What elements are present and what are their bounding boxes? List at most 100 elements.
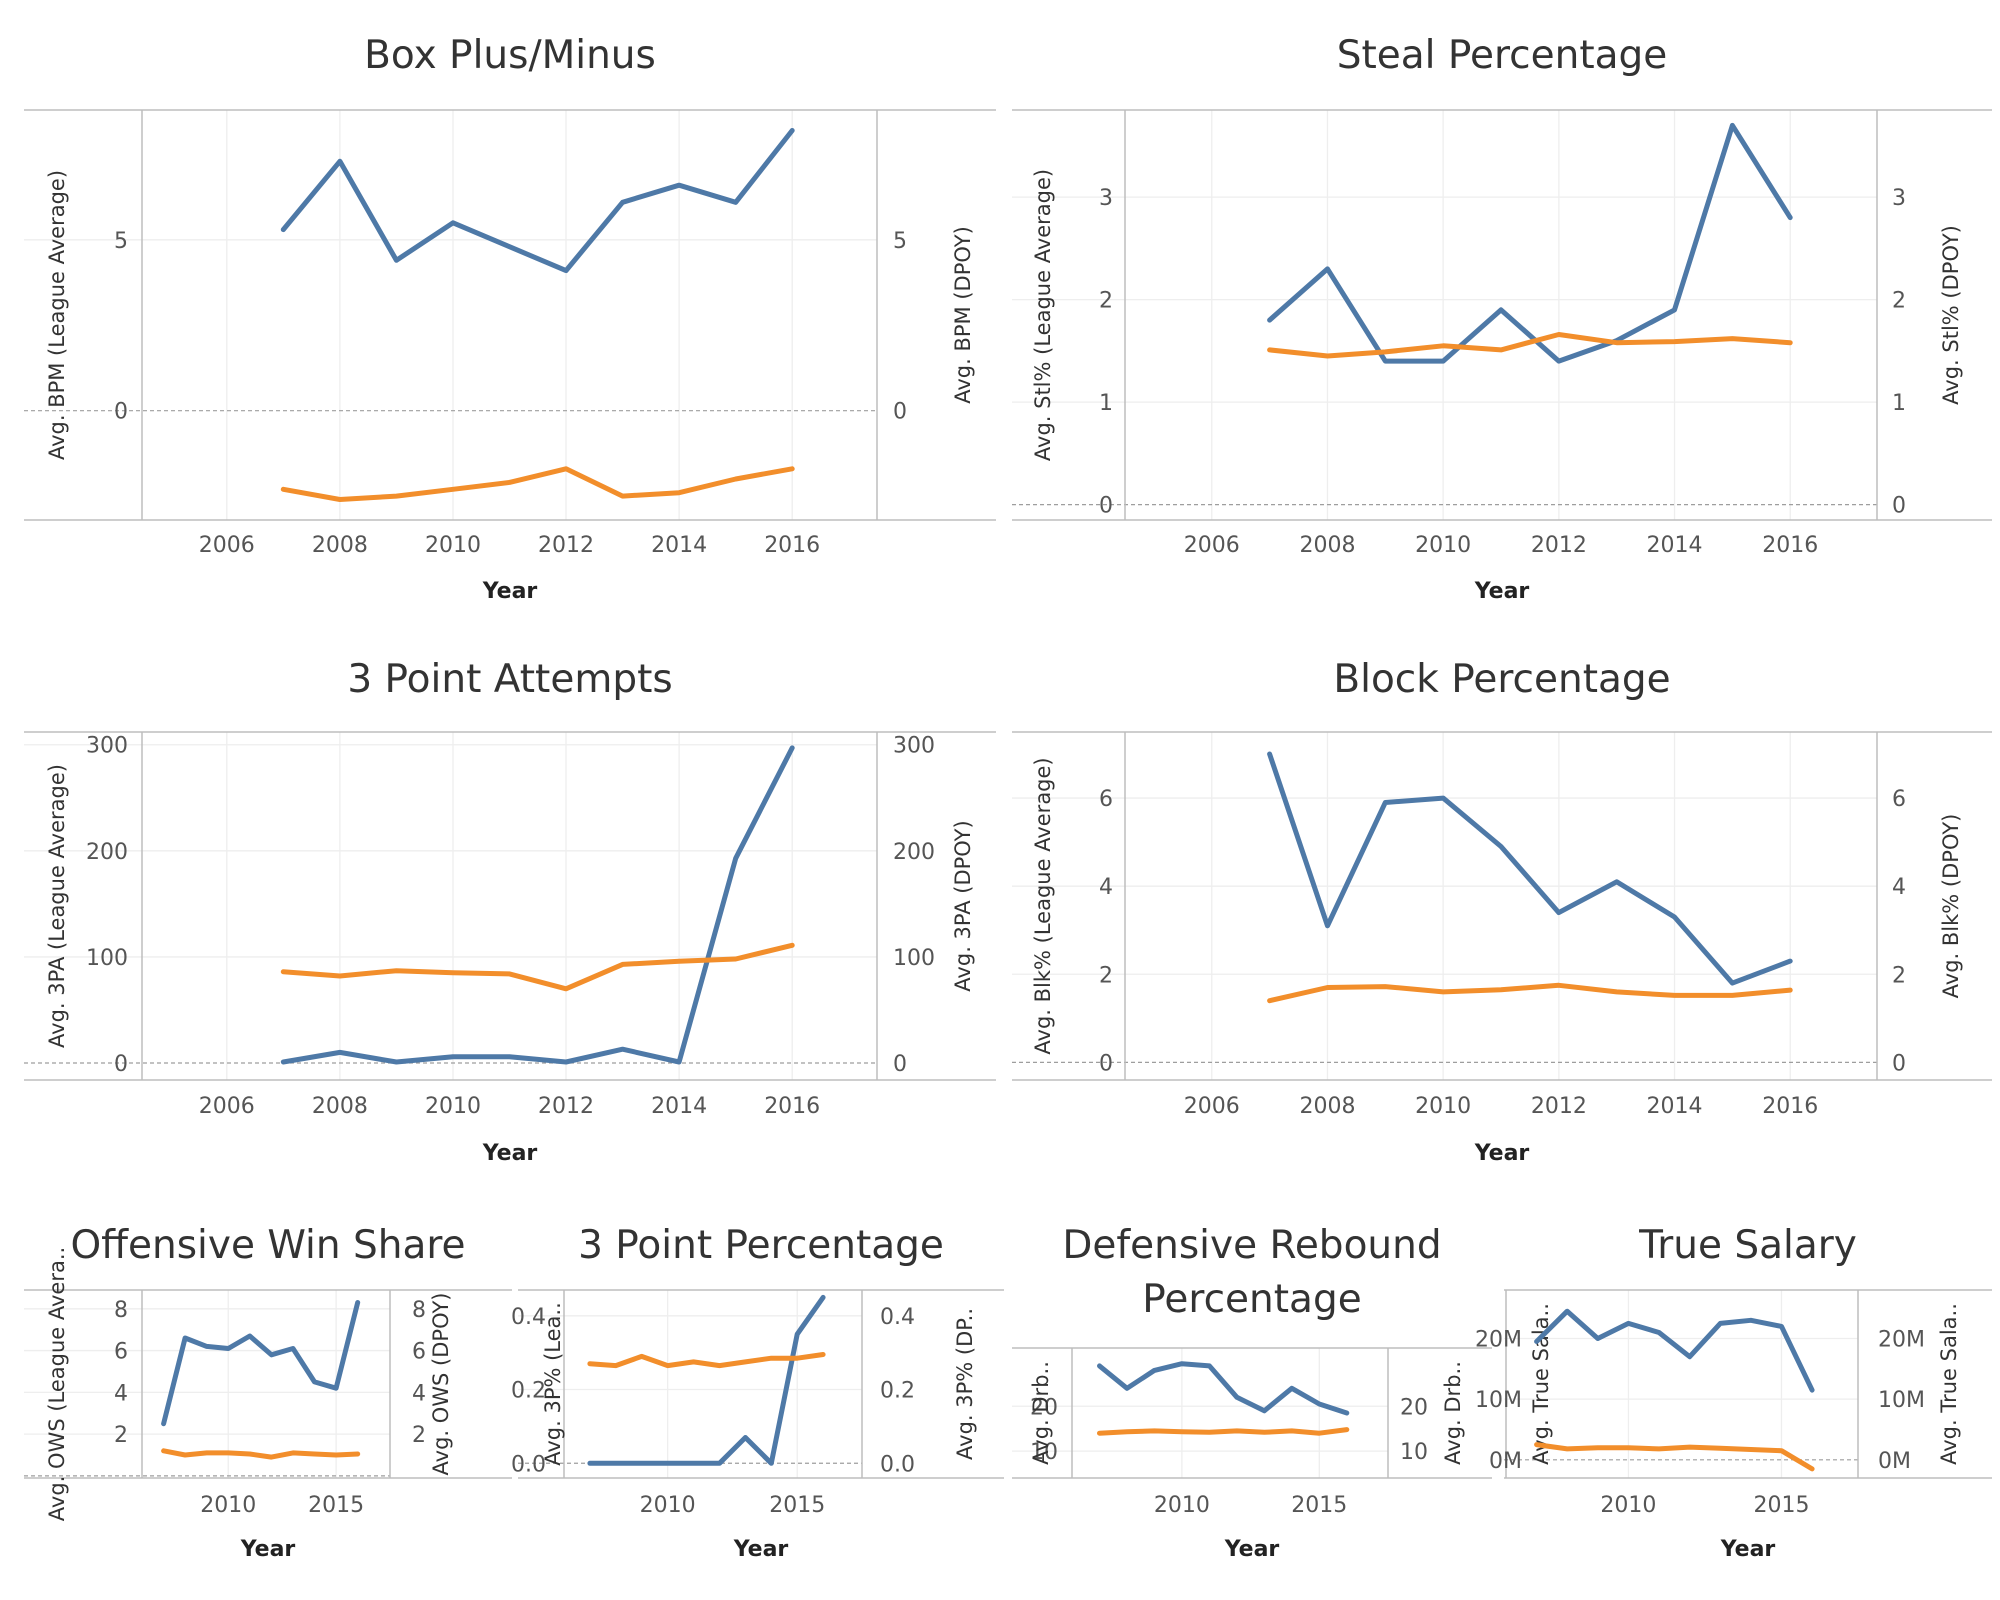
y-tick-label-right: 300 (893, 734, 935, 759)
y-tick-label-left: 2 (1099, 289, 1113, 314)
series-line-dpoy (587, 1294, 826, 1466)
x-tick-label: 2012 (538, 533, 594, 558)
x-axis-label: Year (1474, 1141, 1530, 1166)
y-tick-label-left: 3 (1099, 186, 1113, 211)
series-line-league (1534, 1442, 1815, 1472)
y-tick-label-right: 200 (893, 840, 935, 865)
y-tick-label-right: 100 (893, 946, 935, 971)
x-tick-label: 2014 (1647, 533, 1703, 558)
x-axis-label: Year (733, 1537, 789, 1562)
x-tick-label: 2015 (1753, 1493, 1809, 1518)
y-tick-label-left: 0 (114, 1052, 128, 1077)
y-tick-label-right: 0.4 (880, 1305, 915, 1330)
x-tick-label: 2016 (764, 1094, 820, 1119)
y-tick-label-left: 5 (114, 229, 128, 254)
y-tick-label-right: 0 (893, 1052, 907, 1077)
x-tick-label: 2015 (308, 1493, 364, 1518)
chart-panel-5: Offensive Win Share 2 2 4 4 6 6 8 8 2010 2015 Year A… (24, 1223, 512, 1562)
y-axis-label-left: Avg. Blk% (League Average) (1031, 757, 1055, 1054)
y-tick-label-right: 4 (1892, 875, 1906, 900)
y-tick-label-left: 300 (86, 734, 128, 759)
y-axis-label-right: Avg. 3PA (DPOY) (951, 820, 975, 991)
y-tick-label-left: 2 (114, 1423, 128, 1448)
series-line-dpoy (1534, 1308, 1815, 1393)
x-tick-label: 2010 (425, 533, 481, 558)
x-tick-label: 2016 (1762, 1094, 1818, 1119)
y-tick-label-left: 4 (114, 1381, 128, 1406)
x-tick-label: 2014 (651, 533, 707, 558)
series-line-league (1097, 1427, 1350, 1436)
y-tick-label-left: 100 (86, 946, 128, 971)
y-tick-label-right: 10M (1878, 1388, 1925, 1413)
y-tick-label-left: 20 (1030, 1395, 1058, 1420)
chart-title: Block Percentage (1333, 657, 1670, 702)
y-tick-label-right: 8 (412, 1298, 426, 1323)
y-tick-label-left: 0.4 (511, 1305, 546, 1330)
x-tick-label: 2008 (1299, 533, 1355, 558)
y-tick-label-left: 1 (1099, 391, 1113, 416)
chart-title: 3 Point Percentage (578, 1223, 944, 1268)
y-axis-label-left: Avg. 3P% (Lea.. (541, 1302, 565, 1466)
chart-panel-7: Defensive Rebound Percentage 10 10 20 20 2010 2… (1012, 1223, 1492, 1562)
y-axis-label-left: Avg. 3PA (League Average) (45, 764, 69, 1048)
series-line-dpoy (1097, 1361, 1350, 1416)
y-tick-label-left: 8 (114, 1298, 128, 1323)
y-tick-label-left: 0 (114, 400, 128, 425)
x-tick-label: 2012 (1531, 1094, 1587, 1119)
y-tick-label-left: 0.2 (511, 1379, 546, 1404)
y-tick-label-left: 6 (1099, 787, 1113, 812)
y-tick-label-left: 20M (1475, 1328, 1522, 1353)
chart-title-line-1: Defensive Rebound (1062, 1223, 1441, 1268)
chart-panel-2: Steal Percentage 0 0 1 1 2 2 3 3 2006 2008 2010 2012… (1012, 33, 1992, 604)
x-tick-label: 2008 (312, 533, 368, 558)
y-tick-label-right: 5 (893, 229, 907, 254)
x-tick-label: 2015 (769, 1493, 825, 1518)
chart-panel-4: Block Percentage 0 0 2 2 4 4 6 6 2006 2008 2010 2012… (1012, 657, 1992, 1166)
series-line-dpoy (1267, 122, 1793, 364)
chart-title: Box Plus/Minus (364, 33, 656, 78)
x-tick-label: 2014 (1647, 1094, 1703, 1119)
y-axis-label-left: Avg. Drb.. (1029, 1361, 1053, 1465)
x-tick-label: 2010 (1415, 1094, 1471, 1119)
chart-panel-6: 3 Point Percentage 0.0 0.0 0.2 0.2 0.4 0.4 2010… (511, 1223, 1004, 1562)
y-axis-label-left: Avg. Stl% (League Average) (1031, 169, 1055, 461)
x-tick-label: 2006 (199, 1094, 255, 1119)
y-tick-label-left: 4 (1099, 875, 1113, 900)
chart-title: True Salary (1638, 1223, 1857, 1268)
chart-title: Steal Percentage (1337, 33, 1668, 78)
chart-title: Offensive Win Share (70, 1223, 465, 1268)
series-line-league (1267, 982, 1793, 1004)
x-tick-label: 2010 (1415, 533, 1471, 558)
series-line-dpoy (161, 1300, 361, 1427)
x-axis-label: Year (482, 1141, 538, 1166)
x-tick-label: 2006 (1184, 1094, 1240, 1119)
x-tick-label: 2008 (312, 1094, 368, 1119)
y-tick-label-right: 0M (1878, 1449, 1911, 1474)
y-axis-label-left: Avg. BPM (League Average) (45, 170, 69, 460)
x-tick-label: 2010 (200, 1493, 256, 1518)
x-tick-label: 2012 (538, 1094, 594, 1119)
y-tick-label-right: 4 (412, 1381, 426, 1406)
y-tick-label-right: 0 (1892, 1051, 1906, 1076)
series-line-league (280, 942, 795, 992)
series-line-league (1267, 332, 1793, 359)
y-tick-label-left: 0 (1099, 1051, 1113, 1076)
y-axis-label-left: Avg. OWS (League Avera.. (45, 1247, 69, 1521)
x-tick-label: 2014 (651, 1094, 707, 1119)
series-line-league (161, 1448, 361, 1460)
x-tick-label: 2016 (1762, 533, 1818, 558)
series-line-league (587, 1352, 826, 1369)
x-tick-label: 2010 (640, 1493, 696, 1518)
y-tick-label-right: 1 (1892, 391, 1906, 416)
y-tick-label-left: 2 (1099, 963, 1113, 988)
y-tick-label-right: 3 (1892, 186, 1906, 211)
y-tick-label-right: 20 (1400, 1395, 1428, 1420)
y-axis-label-right: Avg. Drb.. (1441, 1361, 1465, 1465)
y-axis-label-right: Avg. 3P% (DP.. (953, 1308, 977, 1460)
x-tick-label: 2010 (425, 1094, 481, 1119)
y-tick-label-right: 6 (1892, 787, 1906, 812)
y-tick-label-left: 6 (114, 1340, 128, 1365)
y-tick-label-right: 2 (412, 1423, 426, 1448)
y-axis-label-right: Avg. True Sala.. (1937, 1303, 1961, 1465)
y-tick-label-right: 0.2 (880, 1379, 915, 1404)
